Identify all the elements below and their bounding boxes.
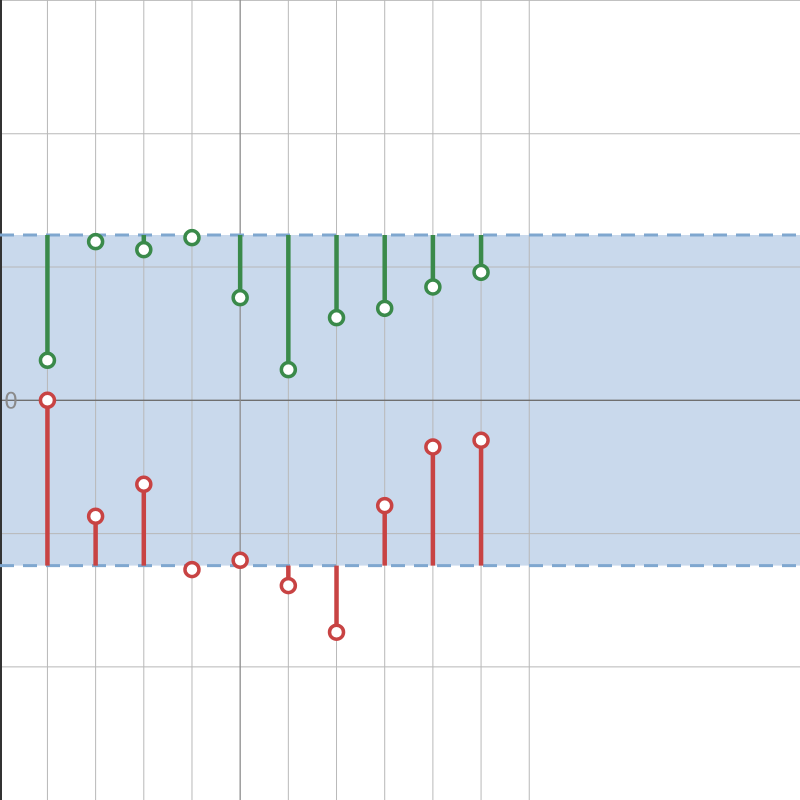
upper-stems-point-7 — [327, 308, 346, 327]
upper-stems-point-3 — [135, 240, 153, 259]
lower-stems-point-7 — [327, 623, 346, 641]
lower-stems-point-3 — [135, 475, 153, 494]
lower-stems-point-1 — [38, 391, 57, 410]
upper-stems-point-6 — [279, 360, 298, 379]
upper-stems-point-9 — [424, 278, 442, 296]
lower-stems-point-8 — [375, 496, 394, 515]
lower-stems-point-9 — [424, 438, 442, 456]
upper-stems-point-8 — [375, 299, 394, 318]
points — [38, 228, 490, 641]
stems — [45, 235, 484, 633]
upper-stems-point-1 — [38, 351, 57, 370]
lower-stems-point-5 — [231, 551, 249, 570]
lower-stems-point-4 — [183, 560, 201, 579]
y-tick-label: 0 — [4, 389, 18, 414]
upper-stems-point-2 — [86, 232, 105, 251]
tick-labels: 0 — [4, 389, 18, 414]
band-edges — [0, 233, 800, 568]
upper-stems-point-4 — [183, 228, 201, 247]
upper-stems-point-5 — [231, 288, 249, 307]
upper-stems-point-10 — [472, 263, 490, 282]
lower-stems-point-10 — [472, 431, 490, 450]
lower-stems-point-6 — [279, 576, 298, 595]
lower-stems-point-2 — [86, 507, 105, 526]
